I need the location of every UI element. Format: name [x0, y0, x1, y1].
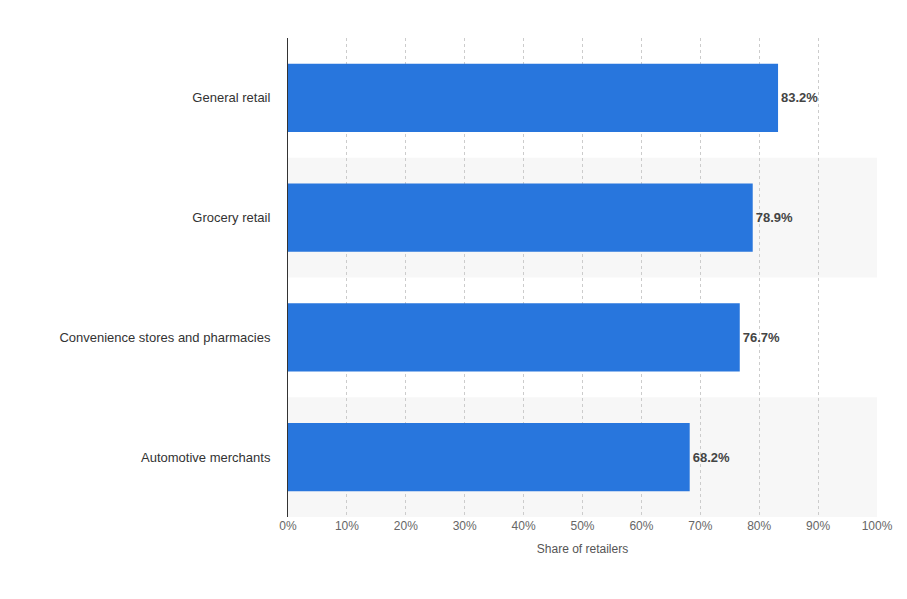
svg-text:76.7%: 76.7% [743, 330, 780, 345]
svg-text:10%: 10% [335, 519, 359, 533]
svg-text:50%: 50% [570, 519, 594, 533]
svg-text:Share of retailers: Share of retailers [537, 542, 628, 556]
svg-text:0%: 0% [279, 519, 297, 533]
svg-text:78.9%: 78.9% [756, 210, 793, 225]
svg-text:80%: 80% [747, 519, 771, 533]
svg-text:30%: 30% [453, 519, 477, 533]
svg-text:83.2%: 83.2% [781, 90, 818, 105]
svg-text:Convenience stores and pharmac: Convenience stores and pharmacies [59, 330, 271, 345]
svg-text:Grocery retail: Grocery retail [192, 210, 270, 225]
svg-text:Automotive merchants: Automotive merchants [141, 450, 271, 465]
svg-text:20%: 20% [394, 519, 418, 533]
svg-text:90%: 90% [806, 519, 830, 533]
svg-text:General retail: General retail [192, 90, 270, 105]
svg-text:40%: 40% [512, 519, 536, 533]
svg-text:60%: 60% [629, 519, 653, 533]
svg-text:100%: 100% [862, 519, 893, 533]
svg-text:68.2%: 68.2% [693, 450, 730, 465]
svg-text:70%: 70% [688, 519, 712, 533]
